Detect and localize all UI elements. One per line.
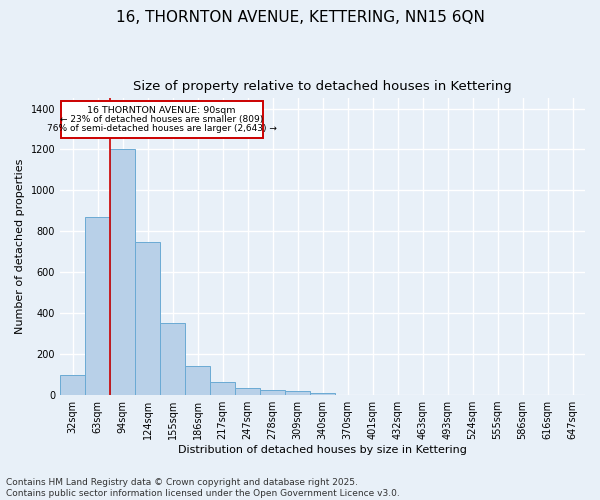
Bar <box>185 366 210 395</box>
Text: 76% of semi-detached houses are larger (2,643) →: 76% of semi-detached houses are larger (… <box>47 124 277 132</box>
Bar <box>260 390 285 395</box>
Bar <box>235 388 260 395</box>
Title: Size of property relative to detached houses in Kettering: Size of property relative to detached ho… <box>133 80 512 93</box>
Text: 16, THORNTON AVENUE, KETTERING, NN15 6QN: 16, THORNTON AVENUE, KETTERING, NN15 6QN <box>116 10 484 25</box>
Bar <box>160 324 185 395</box>
Bar <box>310 392 335 395</box>
Text: Contains HM Land Registry data © Crown copyright and database right 2025.
Contai: Contains HM Land Registry data © Crown c… <box>6 478 400 498</box>
X-axis label: Distribution of detached houses by size in Kettering: Distribution of detached houses by size … <box>178 445 467 455</box>
Bar <box>61 102 263 138</box>
Bar <box>210 382 235 395</box>
Bar <box>60 374 85 395</box>
Bar <box>135 242 160 395</box>
Bar <box>285 392 310 395</box>
Y-axis label: Number of detached properties: Number of detached properties <box>15 159 25 334</box>
Bar <box>110 150 135 395</box>
Text: 16 THORNTON AVENUE: 90sqm: 16 THORNTON AVENUE: 90sqm <box>87 106 236 115</box>
Bar <box>85 217 110 395</box>
Text: ← 23% of detached houses are smaller (809): ← 23% of detached houses are smaller (80… <box>60 114 263 124</box>
